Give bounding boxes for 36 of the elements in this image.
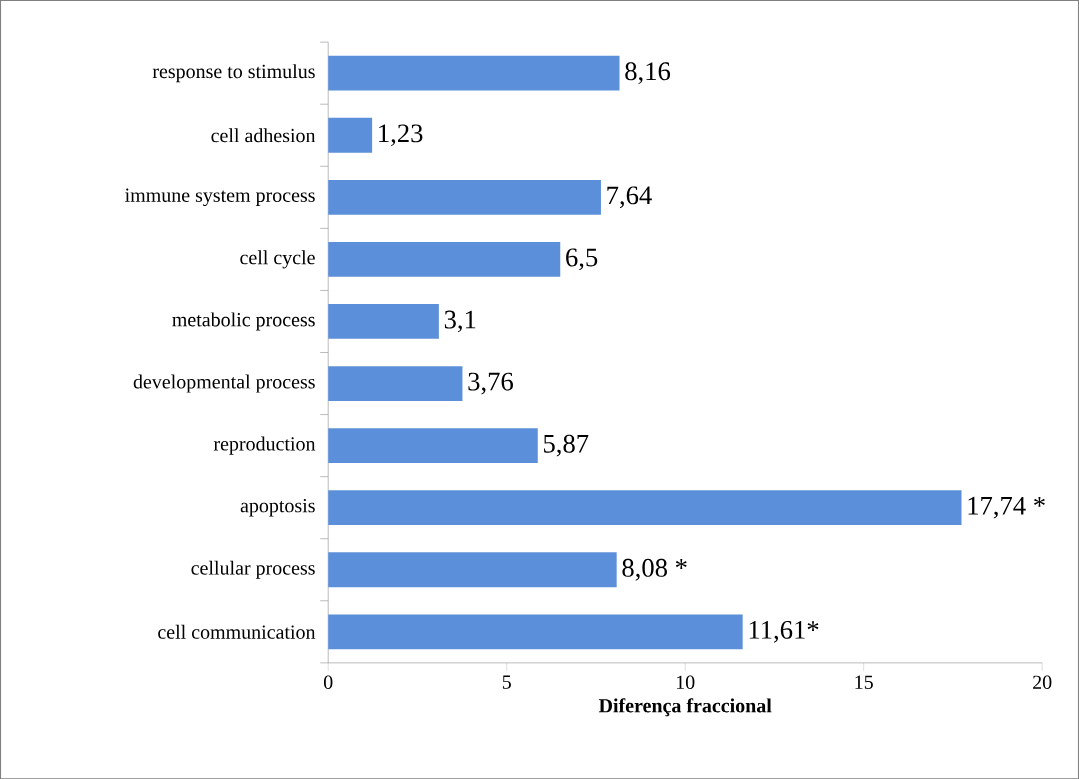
y-tick-label: cellular process — [191, 560, 315, 579]
y-tick-label: reproduction — [213, 436, 316, 455]
y-tick-label: developmental process — [133, 374, 315, 393]
data-label: 11,61* — [749, 620, 819, 643]
y-tick-label: immune system process — [125, 188, 315, 206]
bar — [328, 552, 617, 587]
data-label: 8,16 — [625, 62, 671, 84]
bar — [328, 117, 373, 153]
data-label: 17,74 * — [968, 496, 1045, 519]
x-tick-label: 0 — [323, 675, 333, 689]
x-tick-label: 15 — [855, 675, 873, 689]
bar — [328, 179, 601, 215]
data-label: 8,08 * — [622, 558, 687, 581]
bar — [328, 366, 463, 401]
data-label: 3,1 — [444, 310, 476, 333]
data-label: 1,23 — [379, 124, 423, 146]
data-label: 5,87 — [544, 434, 589, 457]
data-label: 6,5 — [566, 248, 598, 271]
bar — [328, 614, 743, 650]
bar — [328, 241, 561, 277]
bar — [328, 303, 439, 339]
y-tick-label: cell adhesion — [211, 128, 316, 143]
data-label: 3,76 — [468, 372, 513, 395]
y-tick-label: apoptosis — [240, 498, 315, 517]
x-tick-label: 5 — [502, 675, 511, 689]
y-tick-label: response to stimulus — [152, 63, 315, 83]
data-label: 7,64 — [607, 186, 652, 209]
y-tick-label: cell communication — [158, 624, 316, 639]
x-tick-label: 20 — [1033, 675, 1052, 689]
x-tick-label: 10 — [676, 675, 695, 689]
y-tick-label: cell cycle — [240, 250, 315, 269]
bar — [328, 55, 620, 91]
bar — [328, 490, 962, 525]
y-tick-label: metabolic process — [172, 312, 315, 331]
x-axis-title: Diferença fraccional — [598, 698, 772, 717]
bar — [328, 428, 538, 463]
